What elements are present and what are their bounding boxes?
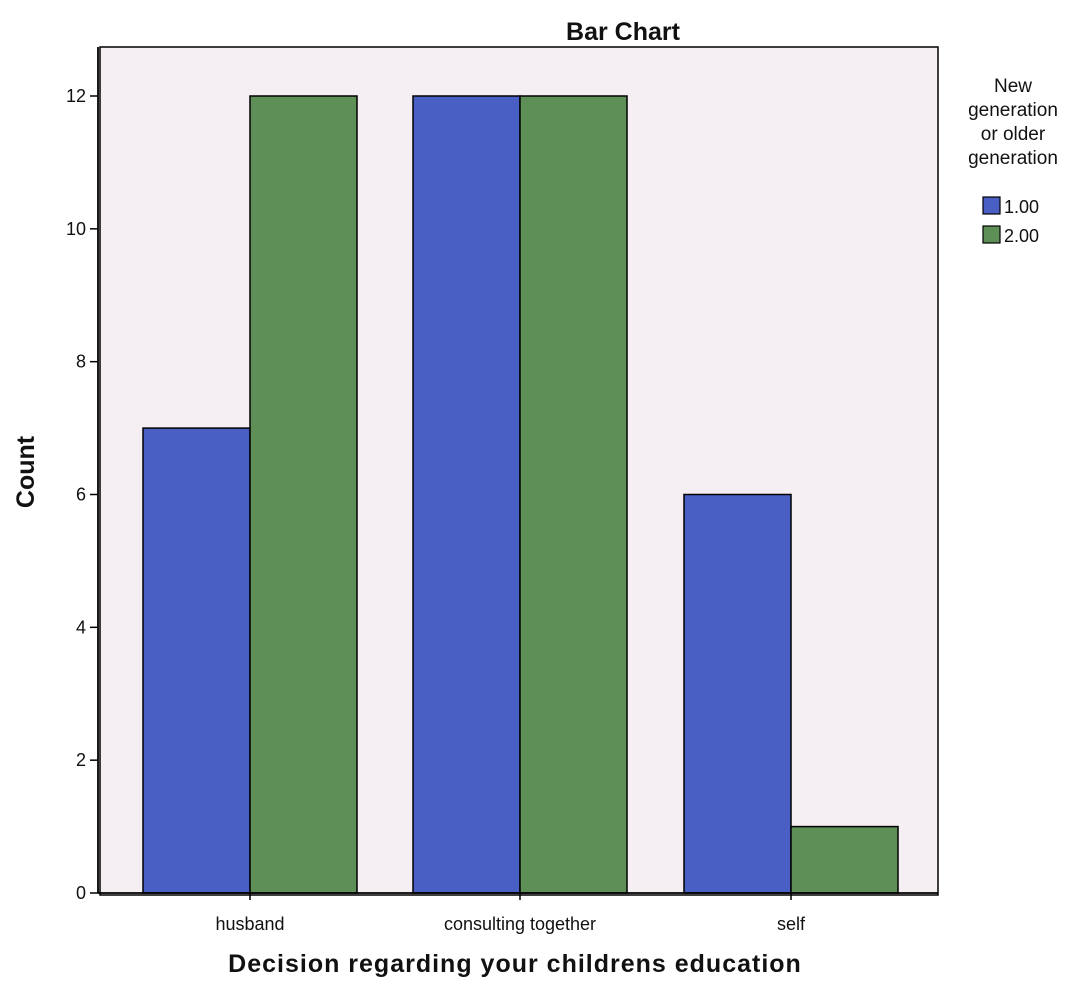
bar-husband-series-2 [249, 95, 358, 894]
bar-husband-series-1 [142, 427, 251, 894]
y-tick-label: 6 [76, 485, 86, 505]
legend-label-series-2: 2.00 [1004, 226, 1039, 246]
x-tick-label: self [777, 914, 806, 934]
bar-consulting-together-series-2 [519, 95, 628, 894]
legend-swatch-series-1 [982, 196, 1001, 215]
bars-layer [142, 95, 899, 894]
legend-swatch-series-2 [982, 225, 1001, 244]
x-axis-title: Decision regarding your childrens educat… [228, 950, 802, 978]
x-tick-label: husband [215, 914, 284, 934]
chart-title: Bar Chart [566, 18, 681, 46]
legend-label-series-1: 1.00 [1004, 197, 1039, 217]
legend-title-line-1: New [994, 76, 1032, 97]
y-tick-label: 0 [76, 883, 86, 903]
x-tick-label: consulting together [444, 914, 596, 934]
y-tick-label: 10 [66, 219, 86, 239]
y-tick-label: 8 [76, 352, 86, 372]
y-tick-label: 4 [76, 617, 86, 637]
legend-title-line-3: or older [981, 124, 1046, 145]
y-tick-label: 2 [76, 750, 86, 770]
legend-title-line-2: generation [968, 100, 1058, 121]
y-axis-title: Count [12, 435, 40, 508]
bar-self-series-1 [683, 493, 792, 894]
legend-title-line-4: generation [968, 148, 1058, 169]
bar-consulting-together-series-1 [412, 95, 521, 894]
y-tick-label: 12 [66, 86, 86, 106]
bar-self-series-2 [790, 825, 899, 894]
axes-layer: husband consulting together self 0 2 4 6 8 10 12 [66, 47, 938, 934]
legend: New generation or older generation 1.00 … [968, 76, 1058, 246]
